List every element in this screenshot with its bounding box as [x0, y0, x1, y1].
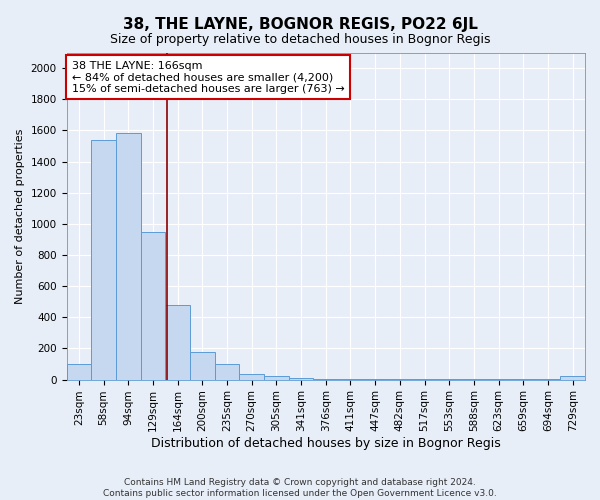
Text: Contains HM Land Registry data © Crown copyright and database right 2024.
Contai: Contains HM Land Registry data © Crown c… — [103, 478, 497, 498]
Bar — [140, 232, 165, 380]
Y-axis label: Number of detached properties: Number of detached properties — [15, 128, 25, 304]
Text: 38 THE LAYNE: 166sqm
← 84% of detached houses are smaller (4,200)
15% of semi-de: 38 THE LAYNE: 166sqm ← 84% of detached h… — [72, 60, 344, 94]
Bar — [560, 376, 585, 380]
Bar — [67, 364, 91, 380]
X-axis label: Distribution of detached houses by size in Bognor Regis: Distribution of detached houses by size … — [151, 437, 500, 450]
Bar — [264, 376, 289, 380]
Bar — [215, 364, 239, 380]
Bar — [190, 352, 215, 380]
Bar — [289, 378, 313, 380]
Bar — [165, 305, 190, 380]
Text: 38, THE LAYNE, BOGNOR REGIS, PO22 6JL: 38, THE LAYNE, BOGNOR REGIS, PO22 6JL — [122, 18, 478, 32]
Bar — [313, 379, 338, 380]
Bar — [239, 374, 264, 380]
Bar — [91, 140, 116, 380]
Text: Size of property relative to detached houses in Bognor Regis: Size of property relative to detached ho… — [110, 32, 490, 46]
Bar — [116, 134, 140, 380]
